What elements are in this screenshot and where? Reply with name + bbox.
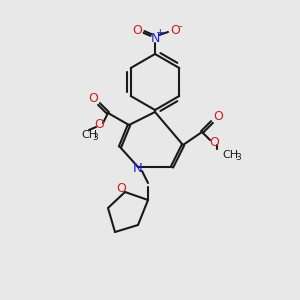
Text: CH: CH bbox=[222, 150, 238, 160]
Text: +: + bbox=[156, 28, 164, 38]
Text: N: N bbox=[150, 32, 160, 44]
Text: O: O bbox=[88, 92, 98, 106]
Text: O: O bbox=[209, 136, 219, 148]
Text: O: O bbox=[116, 182, 126, 196]
Text: O: O bbox=[94, 118, 104, 131]
Text: N: N bbox=[133, 161, 143, 175]
Text: 3: 3 bbox=[235, 154, 241, 163]
Text: O: O bbox=[213, 110, 223, 124]
Text: 3: 3 bbox=[92, 134, 98, 142]
Text: -: - bbox=[178, 21, 182, 31]
Text: O: O bbox=[170, 23, 180, 37]
Text: CH: CH bbox=[81, 130, 97, 140]
Text: O: O bbox=[132, 23, 142, 37]
